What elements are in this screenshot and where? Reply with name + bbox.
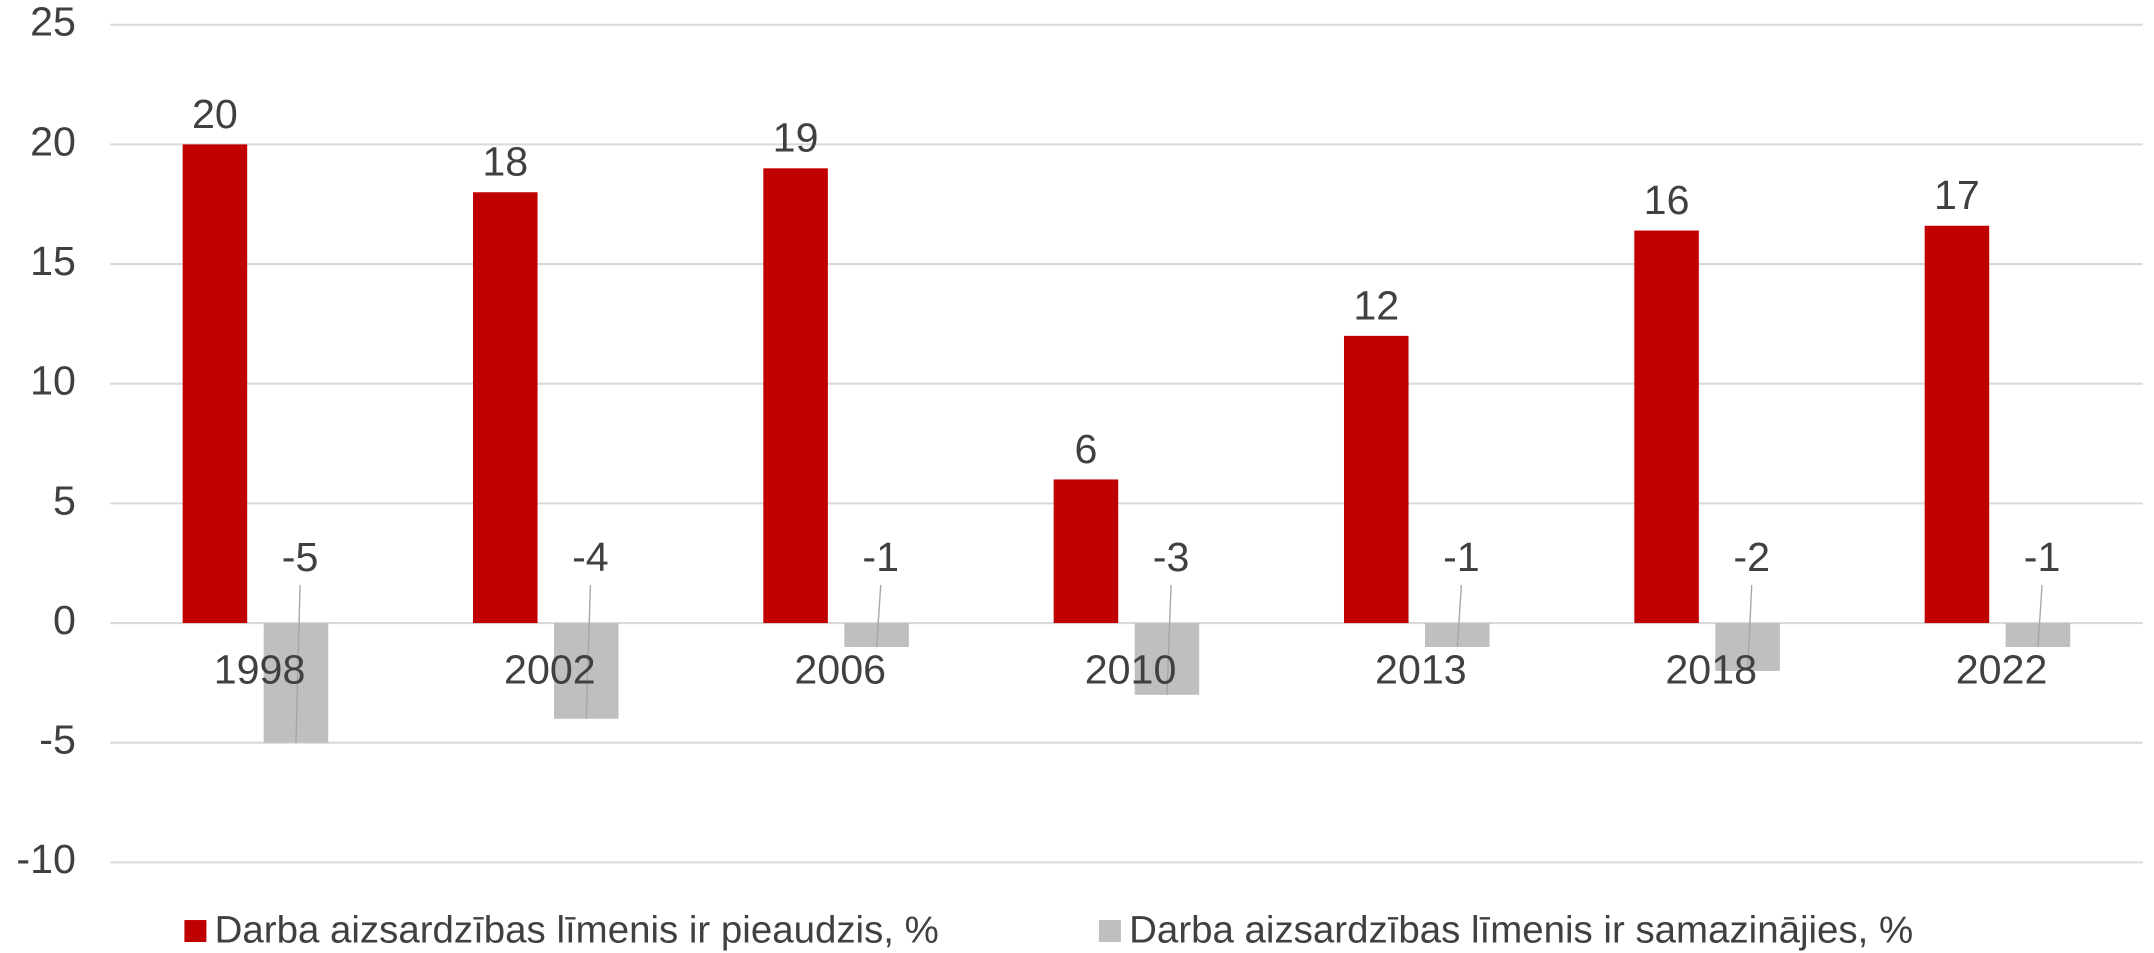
data-label: -1: [2024, 534, 2061, 580]
data-label: 17: [1934, 172, 1980, 218]
x-tick-label: 1998: [214, 647, 306, 693]
data-label: 18: [482, 139, 528, 185]
data-label: -4: [572, 534, 609, 580]
leader-line: [2037, 584, 2043, 648]
bar: [2005, 623, 2071, 647]
legend-swatch: [1098, 920, 1121, 943]
legend-label: Darba aizsardzības līmenis ir pieaudzis,…: [215, 909, 939, 952]
data-label: -5: [282, 534, 319, 580]
data-label: 20: [192, 91, 238, 137]
bar: [1343, 335, 1409, 624]
bar: [472, 192, 538, 624]
y-tick-label: 15: [30, 238, 76, 284]
leader-line: [585, 584, 592, 719]
x-tick-label: 2006: [794, 647, 886, 693]
x-tick-label: 2010: [1085, 647, 1177, 693]
y-tick-label: 0: [53, 597, 76, 643]
bar: [1053, 479, 1119, 624]
data-label: -1: [1443, 534, 1480, 580]
y-tick-label: 5: [53, 477, 76, 523]
y-tick-label: 10: [30, 358, 76, 404]
data-label: -3: [1153, 534, 1190, 580]
x-tick-label: 2013: [1375, 647, 1467, 693]
legend-label: Darba aizsardzības līmenis ir samazināji…: [1129, 909, 1913, 952]
leader-line: [1456, 584, 1463, 648]
leader-line: [875, 584, 882, 648]
data-label: 6: [1074, 426, 1097, 472]
data-label: -1: [862, 534, 899, 580]
legend-swatch: [184, 920, 207, 943]
x-tick-label: 2002: [504, 647, 596, 693]
leader-line: [1746, 584, 1753, 671]
y-tick-label: -5: [39, 717, 76, 763]
bar: [1634, 230, 1699, 624]
data-label: -2: [1733, 534, 1770, 580]
data-label: 12: [1353, 282, 1399, 328]
leader-line: [1166, 584, 1172, 695]
leader-line: [295, 584, 301, 743]
y-tick-label: -10: [16, 836, 76, 882]
x-tick-label: 2018: [1665, 647, 1757, 693]
data-label: 16: [1644, 177, 1690, 223]
y-tick-label: 25: [30, 0, 76, 45]
x-tick-label: 2022: [1956, 647, 2048, 693]
bar: [763, 168, 828, 624]
bar: [1425, 623, 1490, 647]
y-tick-label: 20: [30, 118, 76, 164]
bar: [844, 623, 909, 647]
bar: [182, 144, 248, 624]
bar: [1924, 225, 1990, 624]
data-label: 19: [773, 115, 819, 161]
